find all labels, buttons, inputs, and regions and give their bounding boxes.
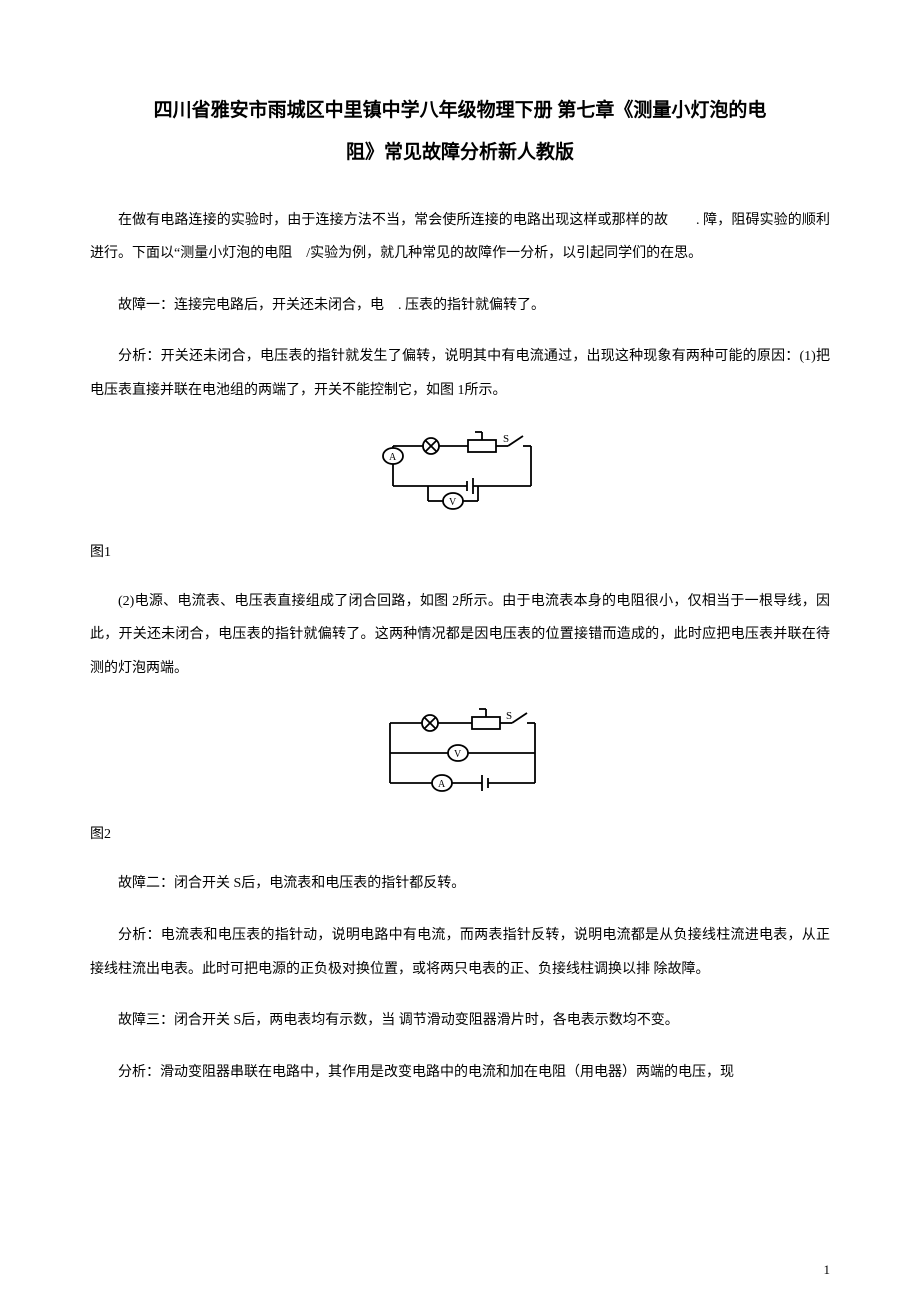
title-line-1: 四川省雅安市雨城区中里镇中学八年级物理下册 第七章《测量小灯泡的电 (90, 90, 830, 132)
paragraph-analysis3: 分析：滑动变阻器串联在电路中，其作用是改变电路中的电流和加在电阻（用电器）两端的… (90, 1056, 830, 1090)
paragraph-fault3: 故障三：闭合开关 S后，两电表均有示数，当 调节滑动变阻器滑片时，各电表示数均不… (90, 1004, 830, 1038)
figure-2-caption: 图2 (90, 821, 830, 849)
paragraph-fault2: 故障二：闭合开关 S后，电流表和电压表的指针都反转。 (90, 867, 830, 901)
svg-text:V: V (449, 497, 457, 508)
svg-text:S: S (506, 710, 512, 722)
paragraph-intro: 在做有电路连接的实验时，由于连接方法不当，常会使所连接的电路出现这样或那样的故 … (90, 204, 830, 271)
circuit-figure-2: S V A (90, 703, 830, 803)
svg-text:A: A (389, 452, 397, 463)
figure-1-caption: 图1 (90, 539, 830, 567)
circuit-figure-1: S V A (90, 426, 830, 521)
paragraph-analysis1b: (2)电源、电流表、电压表直接组成了闭合回路，如图 2所示。由于电流表本身的电阻… (90, 585, 830, 686)
paragraph-analysis2: 分析：电流表和电压表的指针动，说明电路中有电流，而两表指针反转，说明电流都是从负… (90, 919, 830, 986)
document-title: 四川省雅安市雨城区中里镇中学八年级物理下册 第七章《测量小灯泡的电 阻》常见故障… (90, 90, 830, 174)
svg-text:V: V (454, 749, 462, 760)
paragraph-analysis1a: 分析：开关还未闭合，电压表的指针就发生了偏转，说明其中有电流通过，出现这种现象有… (90, 340, 830, 407)
page-number: 1 (824, 1262, 831, 1278)
paragraph-fault1: 故障一：连接完电路后，开关还未闭合，电 . 压表的指针就偏转了。 (90, 289, 830, 323)
title-line-2: 阻》常见故障分析新人教版 (90, 132, 830, 174)
svg-text:S: S (503, 433, 509, 445)
svg-text:A: A (438, 779, 446, 790)
